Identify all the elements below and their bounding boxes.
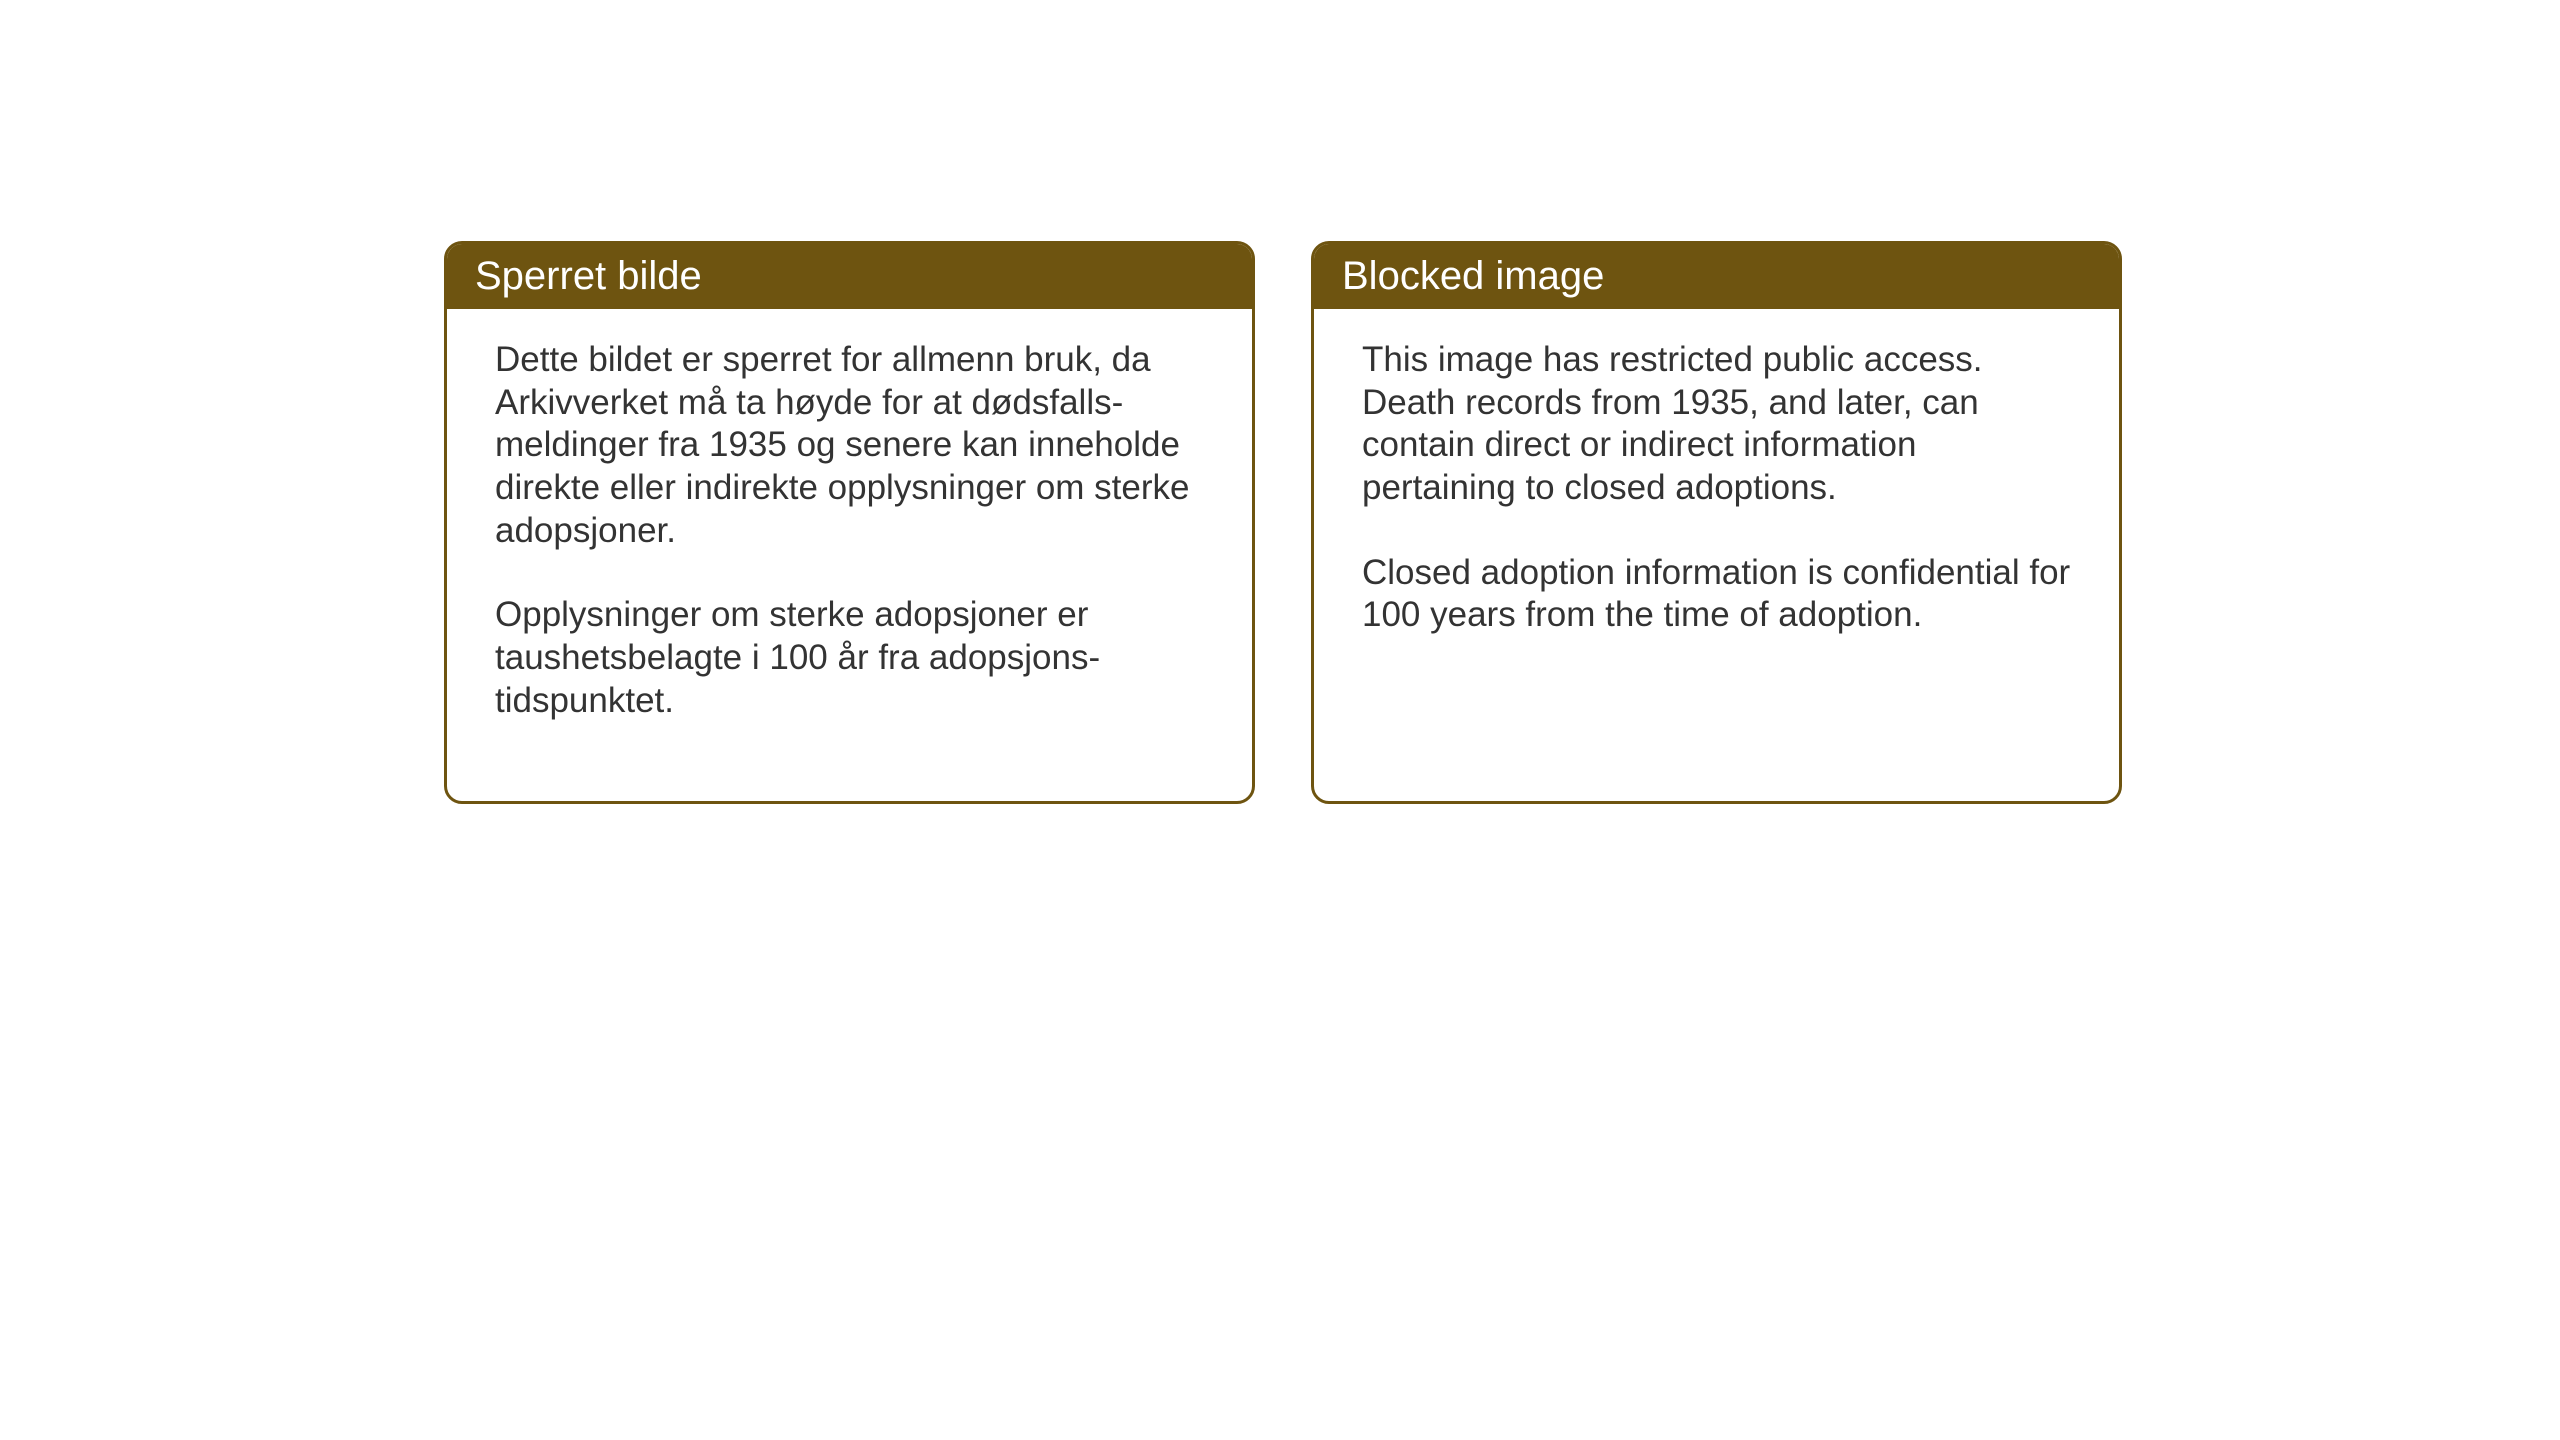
notice-title-english: Blocked image <box>1342 254 1604 298</box>
notice-header-norwegian: Sperret bilde <box>447 244 1252 309</box>
notice-title-norwegian: Sperret bilde <box>475 254 702 298</box>
notice-paragraph-2-norwegian: Opplysninger om sterke adopsjoner er tau… <box>495 594 1204 722</box>
notice-paragraph-2-english: Closed adoption information is confident… <box>1362 552 2071 637</box>
notice-card-english: Blocked image This image has restricted … <box>1311 241 2122 804</box>
notice-container: Sperret bilde Dette bildet er sperret fo… <box>444 241 2122 804</box>
notice-paragraph-1-english: This image has restricted public access.… <box>1362 339 2071 510</box>
notice-body-english: This image has restricted public access.… <box>1314 309 2119 715</box>
notice-paragraph-1-norwegian: Dette bildet er sperret for allmenn bruk… <box>495 339 1204 552</box>
notice-header-english: Blocked image <box>1314 244 2119 309</box>
notice-body-norwegian: Dette bildet er sperret for allmenn bruk… <box>447 309 1252 801</box>
notice-card-norwegian: Sperret bilde Dette bildet er sperret fo… <box>444 241 1255 804</box>
